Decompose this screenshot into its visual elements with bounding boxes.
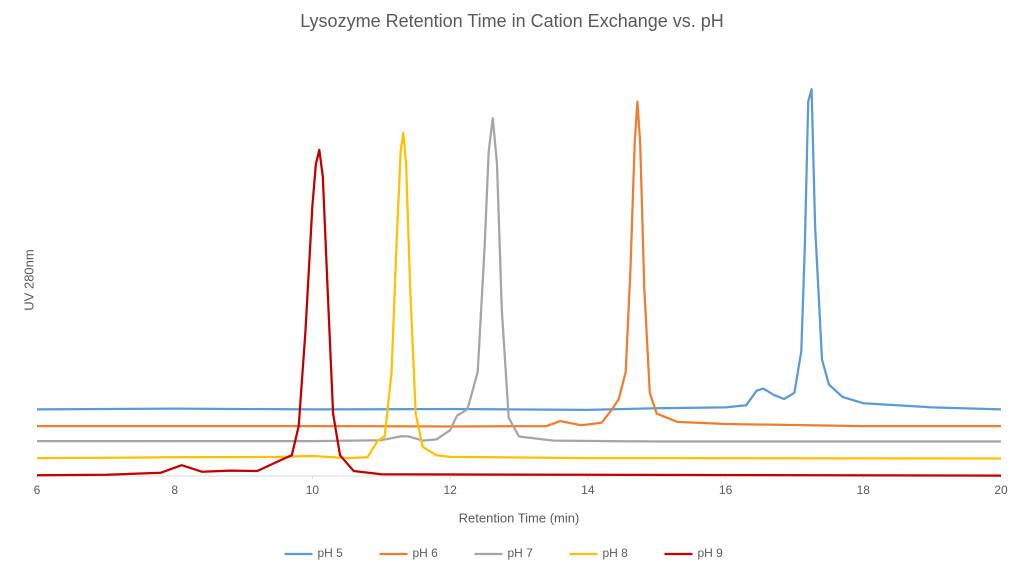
x-tick-label: 16 (719, 483, 733, 497)
y-axis-label: UV 280nm (21, 249, 36, 310)
legend-label: pH 7 (508, 546, 534, 560)
x-tick-label: 8 (171, 483, 178, 497)
legend-label: pH 8 (603, 546, 629, 560)
x-tick-label: 20 (994, 483, 1008, 497)
legend-label: pH 6 (413, 546, 439, 560)
x-tick-label: 14 (581, 483, 595, 497)
series-line (37, 100, 1001, 428)
x-tick-label: 18 (857, 483, 871, 497)
legend-label: pH 5 (318, 546, 344, 560)
legend-label: pH 9 (698, 546, 724, 560)
series-line (36, 87, 1002, 412)
x-tick-label: 12 (443, 483, 457, 497)
series-line (37, 117, 1001, 443)
x-tick-label: 10 (306, 483, 320, 497)
series-line (36, 131, 1002, 460)
chart-title: Lysozyme Retention Time in Cation Exchan… (300, 11, 724, 31)
series-line (36, 148, 1002, 477)
x-tick-label: 6 (34, 483, 41, 497)
x-axis-label: Retention Time (min) (459, 510, 580, 525)
